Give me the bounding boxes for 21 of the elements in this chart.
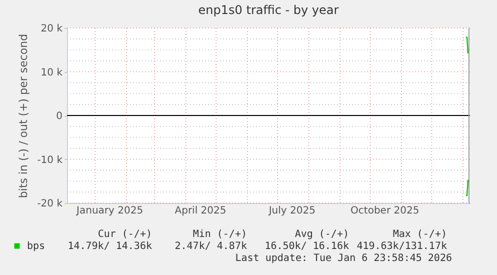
text: 14.79k/ 14.36k (68, 241, 152, 252)
y-tick-label: -20 k (37, 198, 63, 210)
y-tick-label: 20 k (40, 24, 63, 34)
chart-title: enp1s0 traffic - by year (198, 3, 339, 17)
text: Cur (-/+) (98, 229, 152, 240)
y-tick-label: 0 (56, 111, 62, 122)
y-axis-title: bits in (-) / out (+) per second (17, 34, 30, 198)
y-tick-label: -10 k (37, 154, 63, 166)
text: 16.50k/ 16.16k (264, 241, 349, 252)
x-tick-label: January 2025 (76, 206, 144, 216)
x-tick-label: April 2025 (174, 206, 226, 216)
text: Last update: Tue Jan 6 23:58:45 2026 (235, 253, 452, 264)
text: 419.63k/131.17k (356, 241, 447, 252)
x-tick-label: July 2025 (268, 206, 316, 216)
legend-label: bps (27, 241, 46, 252)
text: Min (-/+) (192, 229, 247, 240)
text: Avg (-/+) (294, 229, 349, 240)
text: 2.47k/ 4.87k (174, 241, 247, 252)
x-tick-label: October 2025 (350, 206, 420, 216)
text: Max (-/+) (392, 229, 447, 240)
y-tick-label: 10 k (40, 67, 63, 78)
